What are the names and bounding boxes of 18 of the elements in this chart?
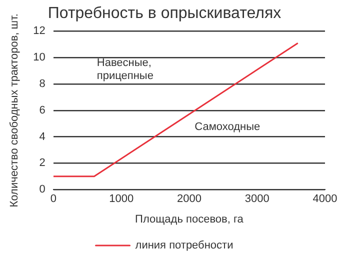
x-tick-label: 0 <box>50 193 56 206</box>
legend-label: линия потребности <box>135 240 234 252</box>
x-tick-label: 1000 <box>109 193 134 206</box>
annotation: Навесные, прицепные <box>96 56 154 82</box>
y-tick-label: 4 <box>39 130 46 143</box>
x-tick-label: 4000 <box>312 193 338 206</box>
y-tick-label: 8 <box>39 78 46 90</box>
y-tick-label: 6 <box>39 104 46 116</box>
x-axis-title: Площадь посевов, га <box>135 213 244 226</box>
x-tick-label: 2000 <box>176 193 202 206</box>
y-axis-title: Количество свободных тракторов, шт. <box>8 14 21 208</box>
annotation: Самоходные <box>194 121 260 134</box>
y-tick-label: 10 <box>33 52 46 64</box>
x-tick-label: 3000 <box>244 193 270 206</box>
y-tick-label: 2 <box>39 157 46 170</box>
chart-title: Потребность в опрыскивателях <box>48 5 282 22</box>
y-tick-label: 12 <box>33 25 46 38</box>
y-tick-label: 0 <box>39 184 46 196</box>
